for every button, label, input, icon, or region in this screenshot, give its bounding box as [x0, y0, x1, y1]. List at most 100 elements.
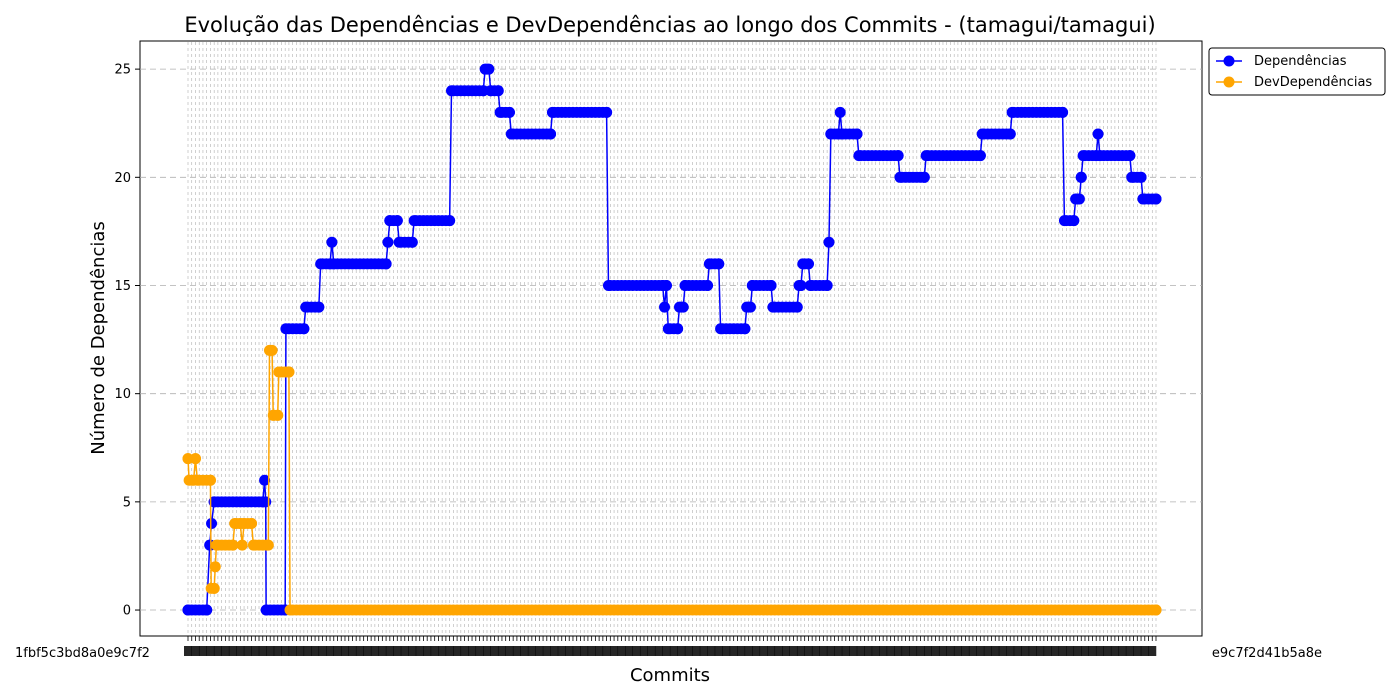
legend-label-devdependencias: DevDependências	[1254, 75, 1372, 90]
x-tick-label	[468, 646, 477, 656]
x-tick-label	[1066, 646, 1075, 656]
data-point	[834, 106, 846, 118]
legend-label-dependencias: Dependências	[1254, 54, 1347, 69]
data-point	[739, 323, 751, 335]
x-tick-label	[191, 646, 200, 656]
x-tick-label	[1013, 646, 1022, 656]
x-tick-label	[707, 646, 716, 656]
x-tick-label	[976, 646, 985, 656]
data-point	[505, 128, 517, 140]
x-grid-lines	[187, 42, 1157, 635]
data-point	[260, 496, 272, 508]
data-point	[260, 604, 272, 616]
x-tick-label	[849, 646, 858, 656]
data-point	[672, 323, 684, 335]
x-tick-label	[1103, 646, 1112, 656]
data-point	[795, 279, 807, 291]
y-tick-label: 10	[114, 387, 131, 402]
series-layer	[182, 63, 1162, 616]
x-tick-label	[625, 646, 634, 656]
data-point	[1137, 193, 1149, 205]
data-point	[380, 258, 392, 270]
data-point	[836, 128, 848, 140]
data-point	[1068, 215, 1080, 227]
x-tick-label	[580, 646, 589, 656]
x-tick-label	[550, 646, 559, 656]
x-tick-label	[572, 646, 581, 656]
x-tick-label	[632, 646, 641, 656]
x-tick-label	[811, 646, 820, 656]
x-tick-label	[542, 646, 551, 656]
x-tick-label	[826, 646, 835, 656]
data-point	[765, 279, 777, 291]
data-point	[280, 323, 292, 335]
data-point	[892, 150, 904, 162]
x-tick-label	[318, 646, 327, 656]
data-point	[201, 604, 213, 616]
x-tick-label	[340, 646, 349, 656]
data-point	[206, 517, 218, 529]
data-point	[602, 279, 614, 291]
x-tick-label	[408, 646, 417, 656]
x-tick-label	[819, 646, 828, 656]
x-tick-label	[333, 646, 342, 656]
x-tick-label	[535, 646, 544, 656]
data-point	[821, 279, 833, 291]
y-tick-label: 15	[114, 279, 131, 294]
x-tick-label	[1133, 646, 1142, 656]
x-tick-label	[423, 646, 432, 656]
x-tick-label	[363, 646, 372, 656]
data-point	[273, 366, 285, 378]
data-point	[1075, 171, 1087, 183]
data-point	[659, 301, 671, 313]
x-tick-label	[490, 646, 499, 656]
data-point	[1094, 150, 1106, 162]
x-tick-label	[565, 646, 574, 656]
x-tick-label	[938, 646, 947, 656]
x-tick-label	[617, 646, 626, 656]
x-tick-label	[251, 646, 260, 656]
x-tick-label	[213, 646, 222, 656]
data-point	[1058, 215, 1070, 227]
x-tick-label	[587, 646, 596, 656]
data-point	[298, 323, 310, 335]
data-point	[300, 301, 312, 313]
data-point	[662, 323, 674, 335]
x-tick-label	[931, 646, 940, 656]
x-tick-label	[1125, 646, 1134, 656]
data-point	[272, 409, 284, 421]
data-point	[283, 366, 295, 378]
x-tick-label	[677, 646, 686, 656]
x-tick-label	[415, 646, 424, 656]
x-tick-label	[961, 646, 970, 656]
x-tick-label	[273, 646, 282, 656]
x-tick-label	[505, 646, 514, 656]
data-point	[920, 150, 932, 162]
x-tick-label	[445, 646, 454, 656]
data-point	[894, 171, 906, 183]
data-point	[1124, 150, 1136, 162]
y-axis-ticks: 0 5 10 15 20 25	[114, 63, 140, 619]
x-tick-label	[871, 646, 880, 656]
data-point	[209, 561, 221, 573]
data-point	[494, 106, 506, 118]
x-tick-label	[1021, 646, 1030, 656]
data-point	[259, 474, 271, 486]
x-tick-label-smear-right: e9c7f2d41b5a8e	[1212, 646, 1322, 661]
x-tick-label	[789, 646, 798, 656]
data-point	[1073, 193, 1085, 205]
x-tick-label	[886, 646, 895, 656]
data-point	[601, 106, 613, 118]
data-point	[326, 236, 338, 248]
x-tick-label	[924, 646, 933, 656]
x-tick-label	[654, 646, 663, 656]
x-tick-label	[326, 646, 335, 656]
y-tick-label: 20	[114, 171, 131, 186]
data-point	[208, 582, 220, 594]
data-point	[189, 453, 201, 465]
x-tick-label	[781, 646, 790, 656]
x-tick-label	[879, 646, 888, 656]
x-tick-label	[1051, 646, 1060, 656]
x-tick-label	[288, 646, 297, 656]
x-tick-label	[946, 646, 955, 656]
